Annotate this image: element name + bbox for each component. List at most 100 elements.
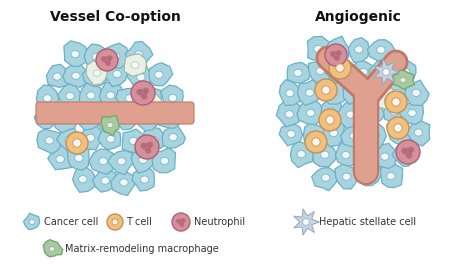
Circle shape	[140, 89, 145, 93]
Ellipse shape	[414, 129, 423, 136]
Polygon shape	[392, 70, 414, 90]
Circle shape	[396, 140, 420, 164]
Polygon shape	[98, 127, 121, 150]
Ellipse shape	[169, 134, 177, 141]
Ellipse shape	[72, 72, 80, 80]
Ellipse shape	[125, 95, 134, 102]
Ellipse shape	[362, 152, 370, 159]
Polygon shape	[127, 64, 154, 90]
Polygon shape	[303, 123, 328, 145]
Text: Cancer cell: Cancer cell	[44, 217, 99, 227]
Ellipse shape	[390, 108, 399, 115]
Ellipse shape	[92, 53, 100, 60]
Ellipse shape	[61, 116, 70, 123]
Polygon shape	[139, 87, 162, 110]
Ellipse shape	[365, 172, 374, 179]
Ellipse shape	[169, 94, 177, 102]
Polygon shape	[369, 60, 393, 84]
Circle shape	[305, 131, 327, 153]
Circle shape	[140, 143, 146, 149]
Polygon shape	[358, 100, 385, 127]
Circle shape	[383, 69, 390, 76]
Polygon shape	[54, 107, 78, 133]
Circle shape	[172, 213, 190, 231]
Polygon shape	[308, 36, 332, 60]
Ellipse shape	[45, 137, 54, 144]
Polygon shape	[383, 101, 406, 123]
Polygon shape	[324, 79, 347, 104]
Circle shape	[336, 53, 340, 57]
Circle shape	[385, 91, 407, 113]
Circle shape	[112, 219, 118, 225]
Circle shape	[329, 57, 351, 79]
Ellipse shape	[346, 111, 355, 118]
Ellipse shape	[137, 74, 145, 81]
Ellipse shape	[83, 115, 92, 122]
Polygon shape	[407, 120, 430, 146]
Circle shape	[147, 145, 152, 149]
Ellipse shape	[394, 129, 403, 136]
Ellipse shape	[294, 69, 302, 76]
Ellipse shape	[107, 135, 115, 143]
Polygon shape	[358, 165, 381, 186]
Circle shape	[139, 93, 144, 97]
Circle shape	[141, 94, 147, 100]
Ellipse shape	[372, 79, 380, 85]
Text: Angiogenic: Angiogenic	[315, 10, 401, 24]
Circle shape	[105, 61, 111, 66]
Ellipse shape	[129, 137, 137, 144]
Circle shape	[137, 89, 142, 95]
Ellipse shape	[408, 109, 416, 117]
Polygon shape	[108, 150, 134, 175]
Ellipse shape	[369, 86, 378, 94]
Circle shape	[336, 50, 342, 56]
Ellipse shape	[342, 173, 351, 180]
Ellipse shape	[92, 71, 100, 78]
Text: Neutrophil: Neutrophil	[194, 217, 245, 227]
Circle shape	[394, 124, 402, 132]
Ellipse shape	[286, 90, 294, 97]
Polygon shape	[79, 125, 102, 150]
Circle shape	[406, 153, 412, 159]
Polygon shape	[132, 168, 155, 191]
Polygon shape	[48, 146, 73, 170]
Ellipse shape	[135, 51, 143, 58]
Polygon shape	[116, 88, 141, 109]
Ellipse shape	[359, 68, 368, 76]
Ellipse shape	[160, 157, 169, 164]
Circle shape	[179, 219, 182, 222]
Polygon shape	[161, 85, 183, 111]
Ellipse shape	[285, 111, 293, 118]
Circle shape	[143, 147, 147, 151]
Polygon shape	[58, 84, 82, 108]
Ellipse shape	[87, 92, 95, 99]
Ellipse shape	[367, 110, 375, 117]
Polygon shape	[337, 102, 361, 128]
Polygon shape	[34, 103, 61, 129]
Polygon shape	[335, 164, 359, 189]
Circle shape	[107, 214, 123, 230]
Polygon shape	[321, 99, 342, 123]
Circle shape	[181, 221, 184, 224]
Polygon shape	[309, 59, 330, 84]
Circle shape	[408, 150, 412, 155]
Ellipse shape	[387, 173, 395, 180]
Ellipse shape	[155, 71, 163, 78]
Ellipse shape	[49, 247, 55, 251]
Polygon shape	[287, 63, 311, 83]
Circle shape	[319, 109, 341, 131]
Polygon shape	[340, 122, 367, 148]
Ellipse shape	[43, 95, 52, 102]
Text: Hepatic stellate cell: Hepatic stellate cell	[319, 217, 416, 227]
Polygon shape	[291, 141, 314, 168]
Polygon shape	[131, 147, 155, 173]
Circle shape	[180, 222, 184, 227]
Polygon shape	[43, 240, 63, 257]
Ellipse shape	[140, 176, 149, 183]
Ellipse shape	[314, 45, 322, 53]
Circle shape	[105, 56, 109, 60]
Polygon shape	[46, 64, 68, 88]
Polygon shape	[355, 143, 380, 168]
Polygon shape	[362, 123, 386, 148]
Circle shape	[178, 222, 181, 225]
